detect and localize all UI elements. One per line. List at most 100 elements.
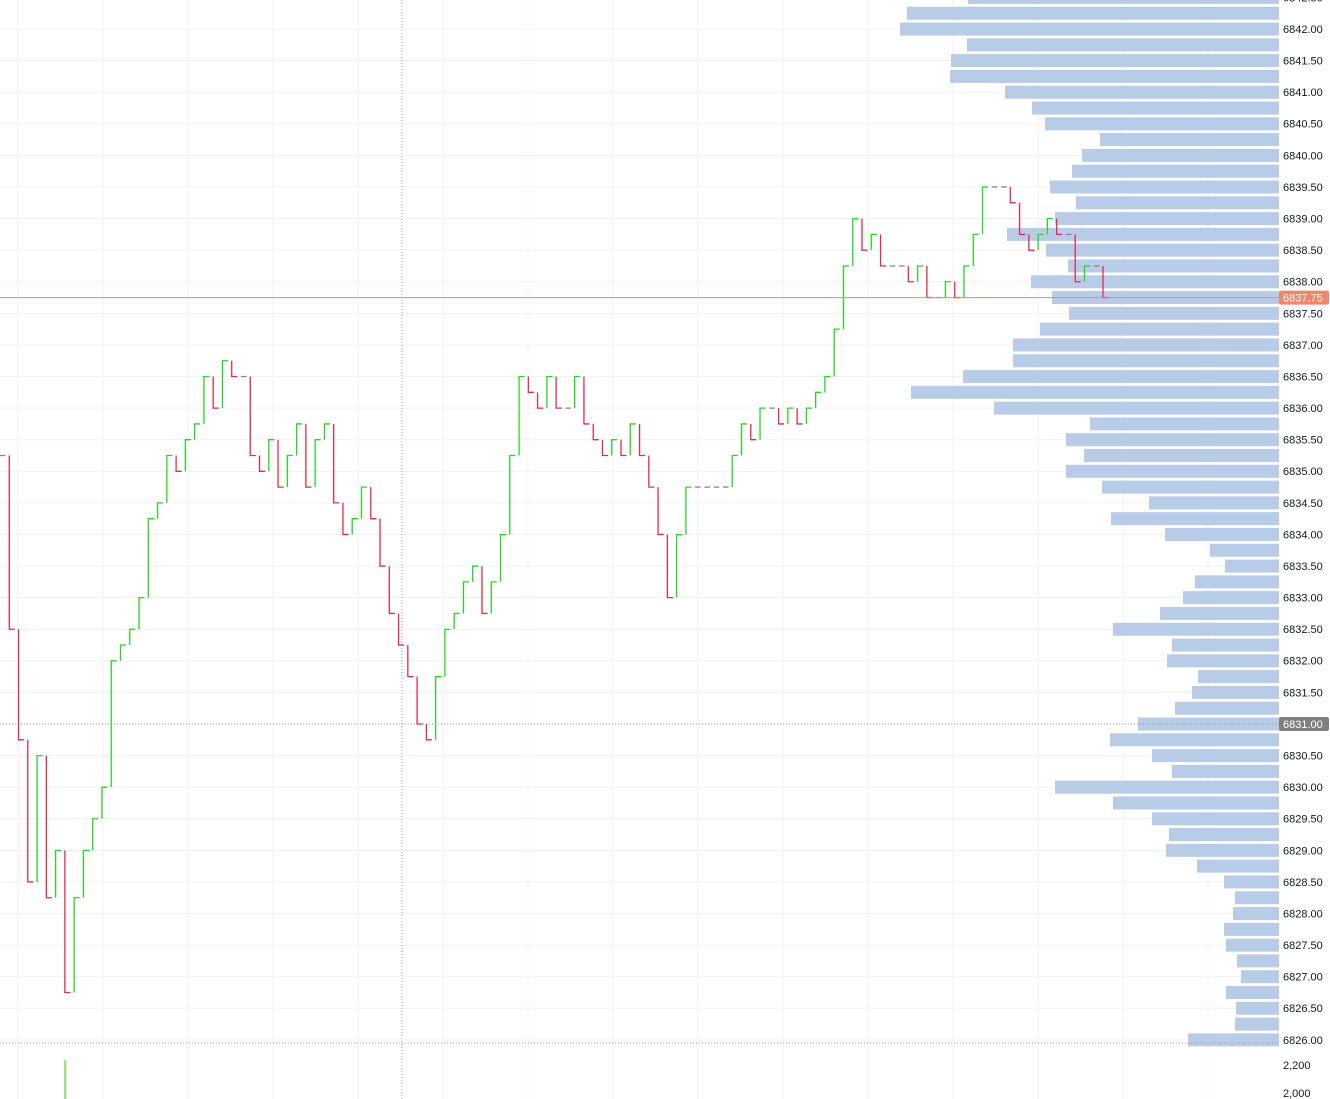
profile-bar: [1226, 938, 1279, 952]
y-tick-label: 6840.50: [1283, 119, 1323, 131]
profile-bar: [1172, 764, 1279, 778]
profile-bar: [1055, 212, 1279, 226]
profile-bar: [1090, 417, 1279, 431]
profile-bar: [1055, 780, 1279, 794]
price-step: [916, 265, 924, 282]
price-step: [295, 423, 303, 456]
price-step: [944, 281, 951, 298]
price-step: [555, 376, 562, 409]
profile-bar: [1068, 259, 1279, 273]
price-step: [203, 375, 210, 424]
price-step: [574, 375, 581, 409]
price-step: [27, 739, 34, 883]
y-tick-label: 6836.00: [1283, 403, 1323, 415]
profile-bar: [1241, 970, 1279, 984]
price-step: [1018, 202, 1026, 236]
y-tick-label: 6830.00: [1283, 782, 1323, 794]
profile-bar: [1102, 480, 1279, 494]
price-step: [45, 755, 52, 899]
y-tick-label: 6833.00: [1283, 593, 1323, 605]
price-step: [101, 786, 108, 819]
price-step: [1028, 234, 1035, 251]
y-tick-label: 6827.00: [1283, 972, 1323, 984]
y-tick-label: 6837.50: [1283, 308, 1323, 320]
price-step: [258, 455, 266, 472]
volume-bar: [63, 1060, 67, 1099]
price-step: [342, 502, 349, 536]
profile-bar: [1224, 875, 1279, 889]
profile-bar: [1152, 749, 1279, 763]
price-step: [212, 376, 219, 409]
profile-bar: [1084, 449, 1279, 463]
price-step: [92, 818, 99, 851]
price-step: [750, 423, 757, 441]
price-step: [666, 534, 673, 599]
profile-bar: [1169, 828, 1279, 842]
price-step: [17, 629, 25, 741]
y-tick-label: 6829.00: [1283, 845, 1323, 857]
profile-bar: [1226, 986, 1279, 1000]
price-step: [129, 628, 136, 646]
profile-bar: [967, 38, 1279, 52]
price-step: [852, 217, 859, 266]
profile-bar: [1235, 891, 1279, 905]
profile-bar: [1138, 717, 1279, 731]
price-step: [685, 486, 692, 535]
price-step: [1037, 233, 1044, 251]
price-step: [434, 675, 442, 740]
profile-bar: [1167, 654, 1279, 668]
profile-bar: [1031, 275, 1279, 289]
y-tick-label: 6842.00: [1283, 24, 1323, 36]
profile-bar: [1032, 101, 1279, 115]
price-step: [907, 265, 914, 283]
profile-bar: [1237, 954, 1279, 968]
profile-bar: [951, 54, 1279, 68]
y-tick-label: 6829.50: [1283, 814, 1323, 826]
profile-bar: [963, 370, 1279, 384]
profile-bar: [911, 385, 1279, 399]
y-tick-label: 6838.00: [1283, 277, 1323, 289]
price-step: [82, 849, 89, 898]
profile-bar: [1197, 859, 1279, 873]
profile-bar: [1013, 354, 1279, 368]
price-step: [499, 533, 507, 582]
y-tick-label: 6841.00: [1283, 87, 1323, 99]
price-step: [8, 455, 15, 630]
profile-bar: [1066, 433, 1279, 447]
y-tick-label: 6839.50: [1283, 182, 1323, 194]
profile-bar: [1195, 575, 1279, 589]
profile-bar: [1166, 843, 1279, 857]
price-step: [815, 391, 822, 409]
profile-bar: [1046, 243, 1279, 257]
profile-bar: [1040, 322, 1279, 336]
y-tick-label: 6832.00: [1283, 656, 1323, 668]
last-price-label: 6837.75: [1283, 292, 1323, 304]
price-step: [777, 408, 785, 425]
price-step: [64, 850, 71, 994]
profile-bar: [1072, 164, 1279, 178]
price-step: [360, 486, 368, 519]
profile-bar: [1013, 338, 1279, 352]
price-step: [536, 392, 544, 409]
profile-bar: [1210, 543, 1279, 557]
y-tick-label: 6835.50: [1283, 435, 1323, 447]
price-step: [629, 423, 636, 456]
price-step: [592, 423, 599, 441]
profile-bar: [1111, 512, 1279, 526]
profile-bar: [1198, 670, 1279, 684]
price-step: [601, 439, 609, 457]
price-step: [138, 597, 145, 630]
crosshair-label: 6831.00: [1283, 719, 1323, 731]
price-step: [490, 581, 497, 614]
profile-bar: [968, 0, 1279, 4]
price-step: [184, 439, 191, 472]
profile-bar: [1082, 148, 1279, 162]
y-tick-label: 6828.00: [1283, 908, 1323, 920]
price-step: [286, 454, 293, 488]
profile-bar: [1113, 622, 1279, 636]
profile-bar: [1192, 685, 1279, 699]
price-step: [249, 376, 256, 457]
price-step: [638, 423, 646, 457]
profile-bar: [1188, 1033, 1279, 1047]
profile-bar: [1100, 133, 1279, 147]
